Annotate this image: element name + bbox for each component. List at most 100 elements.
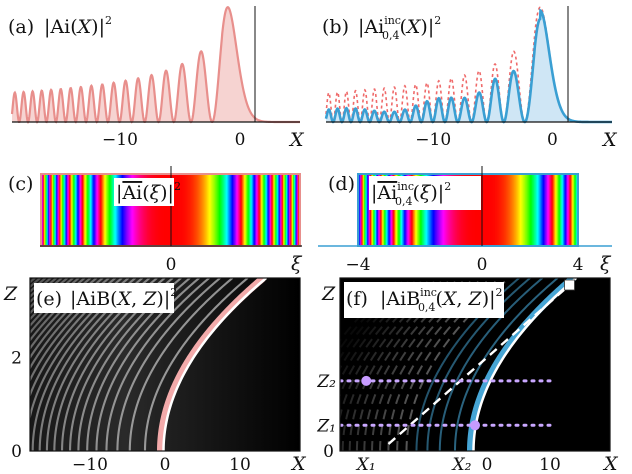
phase-stripe xyxy=(571,174,574,246)
phase-stripe xyxy=(504,174,506,246)
phase-stripe xyxy=(527,174,529,246)
panel-d-x-label: ξ xyxy=(600,253,612,275)
phase-stripe xyxy=(513,174,515,246)
phase-stripe xyxy=(293,174,295,246)
phase-stripe xyxy=(55,174,57,246)
phase-stripe xyxy=(185,174,187,246)
phase-stripe xyxy=(58,174,61,246)
phase-stripe xyxy=(87,174,90,246)
phase-stripe xyxy=(82,174,84,246)
phase-stripe xyxy=(178,174,180,246)
panel-e-x-tick-label: 0 xyxy=(160,455,171,474)
phase-stripe xyxy=(172,174,175,246)
phase-stripe xyxy=(62,174,65,246)
phase-stripe xyxy=(529,174,532,246)
panel-f-x-label: X xyxy=(602,453,619,474)
phase-stripe xyxy=(91,174,93,246)
phase-stripe xyxy=(502,174,504,246)
phase-stripe xyxy=(281,174,283,246)
panel-c-phase-stripes xyxy=(41,174,300,246)
phase-stripe xyxy=(91,174,94,246)
phase-stripe xyxy=(88,174,91,246)
phase-stripe xyxy=(42,174,45,246)
phase-stripe xyxy=(284,174,287,246)
phase-stripe xyxy=(60,174,62,246)
phase-stripe xyxy=(511,174,513,246)
phase-stripe xyxy=(186,174,189,246)
phase-stripe xyxy=(232,174,235,246)
phase-stripe xyxy=(558,174,560,246)
panel-f-level-label-z2: Z₂ xyxy=(316,372,336,392)
phase-stripe xyxy=(257,174,259,246)
phase-stripe xyxy=(46,174,49,246)
phase-stripe xyxy=(90,174,92,246)
phase-stripe xyxy=(557,174,559,246)
phase-stripe xyxy=(572,174,574,246)
phase-stripe xyxy=(269,174,271,246)
phase-stripe xyxy=(267,174,270,246)
phase-stripe xyxy=(228,174,231,246)
phase-stripe xyxy=(217,174,219,246)
phase-stripe xyxy=(206,174,208,246)
phase-stripe xyxy=(121,174,124,246)
panel-d-tick-label: −4 xyxy=(345,255,370,275)
phase-stripe xyxy=(254,174,257,246)
phase-stripe xyxy=(272,174,274,246)
phase-stripe xyxy=(275,174,278,246)
phase-stripe xyxy=(527,174,530,246)
phase-stripe xyxy=(78,174,80,246)
phase-stripe xyxy=(283,174,286,246)
phase-stripe xyxy=(184,174,186,246)
phase-stripe xyxy=(224,174,227,246)
panel-f-label: (f) xyxy=(346,288,368,310)
phase-stripe xyxy=(246,174,248,246)
phase-stripe xyxy=(83,174,86,246)
phase-stripe xyxy=(492,174,494,246)
phase-stripe xyxy=(136,174,138,246)
phase-stripe xyxy=(285,174,287,246)
phase-stripe xyxy=(41,174,44,246)
phase-stripe xyxy=(364,174,367,246)
phase-stripe xyxy=(181,174,183,246)
phase-stripe xyxy=(494,174,496,246)
phase-stripe xyxy=(115,174,117,246)
phase-stripe xyxy=(172,174,174,246)
phase-stripe xyxy=(265,174,267,246)
phase-stripe xyxy=(220,174,223,246)
phase-stripe xyxy=(75,174,78,246)
phase-stripe xyxy=(180,174,182,246)
phase-stripe xyxy=(204,174,206,246)
phase-stripe xyxy=(107,174,109,246)
panel-e-label: (e) xyxy=(36,288,62,310)
phase-stripe xyxy=(253,174,255,246)
phase-stripe xyxy=(231,174,233,246)
phase-stripe xyxy=(69,174,71,246)
phase-stripe xyxy=(74,174,77,246)
phase-stripe xyxy=(118,174,121,246)
phase-stripe xyxy=(235,174,237,246)
phase-stripe xyxy=(84,174,87,246)
panel-f-y-tick-label: 0 xyxy=(323,442,334,462)
phase-stripe xyxy=(531,174,534,246)
phase-stripe xyxy=(53,174,55,246)
panel-a-tick-label: 0 xyxy=(235,130,246,150)
phase-stripe xyxy=(128,174,130,246)
phase-stripe xyxy=(66,174,68,246)
phase-stripe xyxy=(484,174,486,246)
phase-stripe xyxy=(96,174,99,246)
phase-stripe xyxy=(531,174,533,246)
phase-stripe xyxy=(191,174,193,246)
phase-stripe xyxy=(201,174,203,246)
phase-stripe xyxy=(177,174,180,246)
phase-stripe xyxy=(174,174,176,246)
phase-stripe xyxy=(514,174,516,246)
phase-stripe xyxy=(190,174,193,246)
phase-stripe xyxy=(505,174,508,246)
phase-stripe xyxy=(76,174,79,246)
phase-stripe xyxy=(213,174,215,246)
phase-stripe xyxy=(207,174,210,246)
phase-stripe xyxy=(223,174,226,246)
phase-stripe xyxy=(278,174,281,246)
panel-a-function-label: |Ai(X)|2 xyxy=(44,14,112,38)
phase-stripe xyxy=(486,174,488,246)
